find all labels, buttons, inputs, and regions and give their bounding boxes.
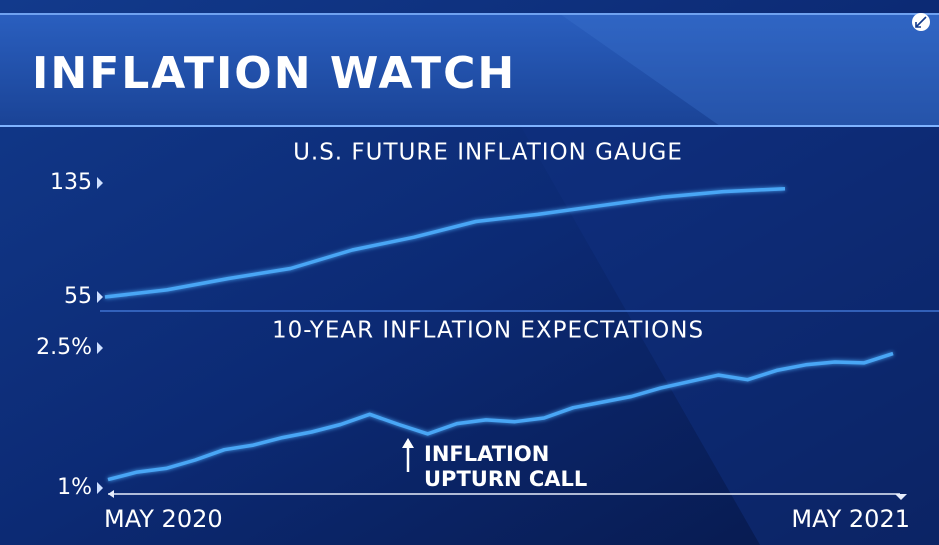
x-tick-label: MAY 2020: [104, 505, 223, 533]
y-tick-label: 2.5%: [36, 335, 92, 360]
tick-mark: [97, 342, 103, 354]
header-band: [0, 14, 939, 126]
axis-arrow: [895, 494, 907, 500]
y-tick-label: 55: [64, 284, 92, 309]
annotation-arrowhead: [402, 438, 414, 448]
axis-arrow: [108, 490, 114, 498]
decor: [560, 14, 939, 126]
data-line: [107, 351, 894, 482]
annotation: UPTURN CALL: [424, 467, 587, 491]
annotation: INFLATION: [424, 442, 549, 466]
tick-mark: [97, 482, 103, 494]
decor: [520, 125, 939, 545]
page-title: INFLATION WATCH: [32, 48, 516, 99]
x-tick-label: MAY 2021: [791, 505, 910, 533]
tick-mark: [97, 177, 103, 189]
data-line: [104, 186, 786, 299]
minimize-icon: [915, 16, 927, 28]
y-tick-label: 1%: [57, 475, 92, 500]
chart-title: U.S. FUTURE INFLATION GAUGE: [293, 140, 683, 166]
y-tick-label: 135: [50, 170, 92, 195]
chart-title: 10-YEAR INFLATION EXPECTATIONS: [272, 318, 704, 344]
tick-mark: [97, 291, 103, 303]
